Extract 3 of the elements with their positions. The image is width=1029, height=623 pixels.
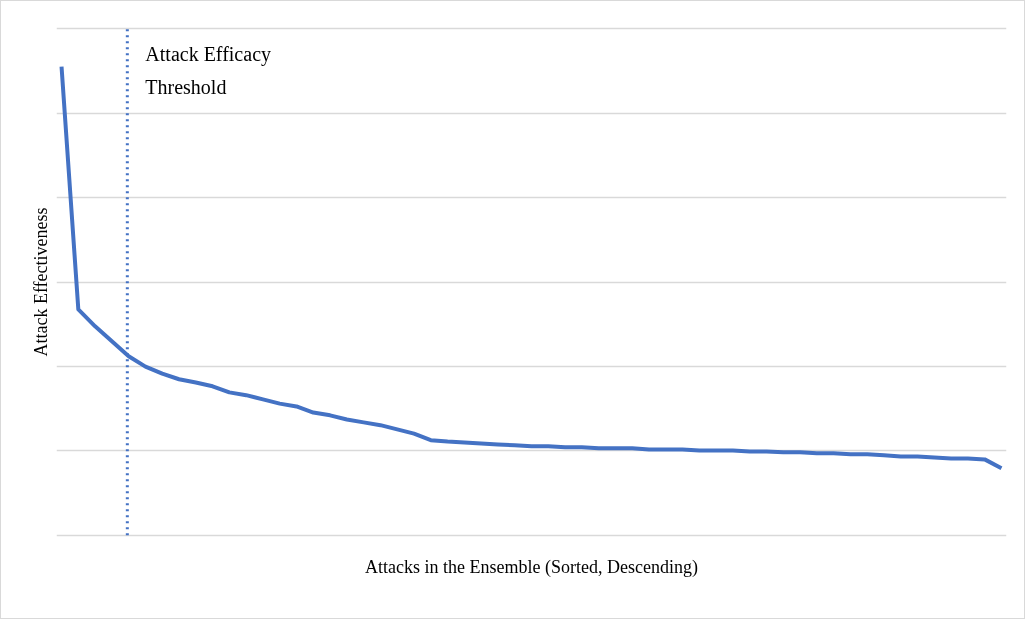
annotation: Attack Efficacy Threshold — [145, 42, 272, 98]
x-axis-title: Attacks in the Ensemble (Sorted, Descending) — [365, 556, 698, 578]
y-axis-title: Attack Effectiveness — [30, 207, 51, 357]
